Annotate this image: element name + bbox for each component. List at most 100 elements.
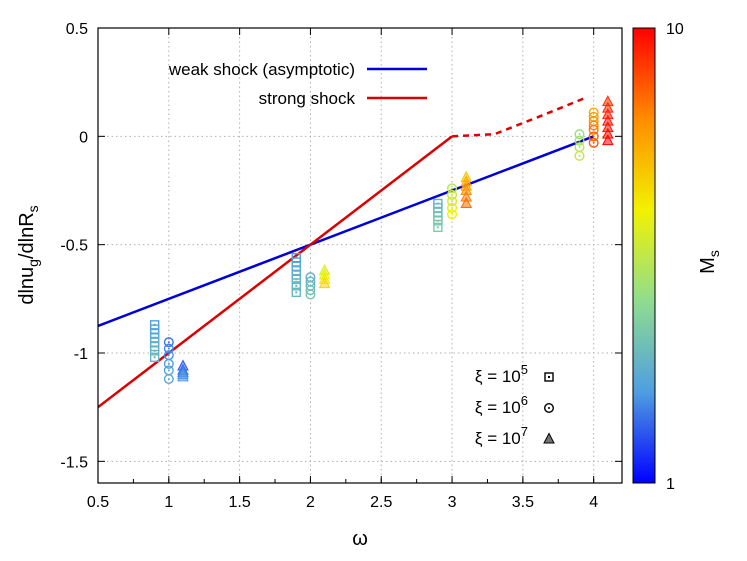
- marker-legend-icon-circle: [544, 403, 555, 414]
- x-tick-label: 1.5: [228, 494, 250, 511]
- data-point-square-center: [295, 291, 298, 294]
- data-point-circle: [588, 124, 599, 135]
- data-points: [149, 95, 614, 385]
- data-point-circle-center: [578, 154, 581, 157]
- data-point-circle: [447, 202, 458, 213]
- data-point-circle-center: [167, 354, 170, 357]
- data-point-square: [291, 274, 301, 285]
- grid: [98, 28, 622, 483]
- data-point-square: [149, 352, 160, 363]
- data-point-circle: [447, 189, 458, 200]
- data-point-circle: [163, 337, 174, 348]
- marker-legend-icon-square: [544, 372, 554, 382]
- x-tick-label: 1: [164, 494, 173, 511]
- data-point-circle: [574, 150, 585, 161]
- data-point-circle-center: [451, 213, 454, 216]
- colorbar-tick-max: 10: [666, 21, 684, 38]
- data-point-triangle: [177, 370, 189, 382]
- marker-legend-label-xi7: ξ = 107: [475, 424, 528, 448]
- y-tick-label: -1.5: [60, 454, 88, 471]
- marker-legend-label-xi6: ξ = 106: [475, 393, 528, 417]
- data-point-circle-center: [451, 206, 454, 209]
- data-point-square-center: [436, 226, 439, 229]
- data-point-circle: [447, 196, 458, 207]
- data-point-square: [291, 287, 301, 298]
- data-point-circle-center: [578, 139, 581, 142]
- axis-ticks: [97, 27, 622, 483]
- legend-label-strong-shock: strong shock: [259, 89, 356, 108]
- x-tick-label: 3: [448, 494, 457, 511]
- data-point-circle-center: [451, 200, 454, 203]
- data-point-circle: [574, 135, 585, 146]
- data-point-circle: [574, 129, 585, 140]
- data-point-circle-center: [578, 146, 581, 149]
- data-point-circle-center: [578, 133, 581, 136]
- marker-legend: ξ = 105 ξ = 106 ξ = 107: [475, 362, 555, 448]
- colorbar-strip: [632, 27, 656, 484]
- x-tick-label: 0.5: [87, 494, 109, 511]
- data-point-circle-center: [451, 193, 454, 196]
- data-point-circle-center: [592, 128, 595, 131]
- y-tick-label: 0: [79, 129, 88, 146]
- y-axis-title-sub2: s: [25, 205, 41, 212]
- colorbar-title: Ms: [697, 250, 722, 274]
- data-point-circle-center: [167, 369, 170, 372]
- y-tick-label: -1: [74, 346, 88, 363]
- y-tick-label: -0.5: [60, 238, 88, 255]
- y-tick-label: 0.5: [66, 21, 88, 38]
- x-tick-label: 2: [306, 494, 315, 511]
- data-point-square: [291, 281, 301, 291]
- data-point-triangle: [460, 196, 473, 208]
- plot-frame: [97, 27, 623, 484]
- data-point-circle-center: [167, 347, 170, 350]
- x-tick-label: 2.5: [370, 494, 392, 511]
- data-point-square: [149, 346, 160, 356]
- strong-shock-line: [98, 135, 453, 409]
- data-point-circle: [305, 289, 316, 300]
- data-point-circle: [588, 131, 599, 142]
- data-point-circle-center: [167, 362, 170, 365]
- data-point-square-center: [295, 284, 298, 287]
- data-point-circle: [447, 183, 458, 194]
- data-point-circle: [163, 374, 174, 385]
- data-point-circle-center: [451, 187, 454, 190]
- data-point-circle-center: [167, 341, 170, 344]
- legend-label-weak-shock: weak shock (asymptotic): [168, 60, 355, 79]
- data-point-square-center: [153, 356, 156, 359]
- data-point-square: [433, 222, 443, 233]
- marker-legend-icon-circle-center: [548, 407, 550, 409]
- data-point-square-center: [436, 219, 439, 222]
- data-point-circle: [447, 209, 458, 220]
- data-point-circle-center: [592, 135, 595, 138]
- data-point-circle: [588, 137, 599, 148]
- y-axis-title-main: dlnu: [16, 267, 38, 305]
- data-point-square-center: [295, 278, 298, 281]
- data-point-circle: [163, 343, 174, 354]
- data-point-circle-center: [309, 293, 312, 296]
- colorbar-tick-min: 1: [666, 476, 675, 493]
- data-point-circle-center: [592, 141, 595, 144]
- y-axis-title-sub: g: [25, 259, 41, 267]
- colorbar: 10 1 Ms: [632, 21, 722, 493]
- y-axis-title: dlnug/dlnRs: [16, 205, 41, 304]
- x-tick-label: 4: [589, 494, 598, 511]
- x-tick-labels: 0.5 1 1.5 2 2.5 3 3.5 4: [87, 494, 598, 511]
- x-axis-title: ω: [352, 528, 368, 550]
- marker-legend-icons: [543, 372, 555, 444]
- data-point-circle-center: [167, 378, 170, 380]
- data-point-circle: [163, 358, 174, 369]
- x-tick-label: 3.5: [512, 494, 534, 511]
- data-point-square: [433, 216, 443, 226]
- y-axis-title-mid: /dlnR: [16, 212, 38, 259]
- data-point-triangle: [318, 277, 331, 289]
- data-point-square-center: [153, 349, 156, 352]
- marker-legend-label-xi5: ξ = 105: [475, 362, 528, 386]
- marker-legend-icon-triangle: [543, 432, 555, 444]
- weak-shock-line: [98, 135, 595, 328]
- y-tick-labels: 0.5 0 -0.5 -1 -1.5: [60, 21, 88, 471]
- strong-shock-dashed-line: [451, 96, 588, 138]
- line-legend: weak shock (asymptotic) strong shock: [168, 60, 427, 108]
- marker-legend-icon-square-center: [548, 376, 550, 378]
- data-point-triangle: [602, 134, 614, 146]
